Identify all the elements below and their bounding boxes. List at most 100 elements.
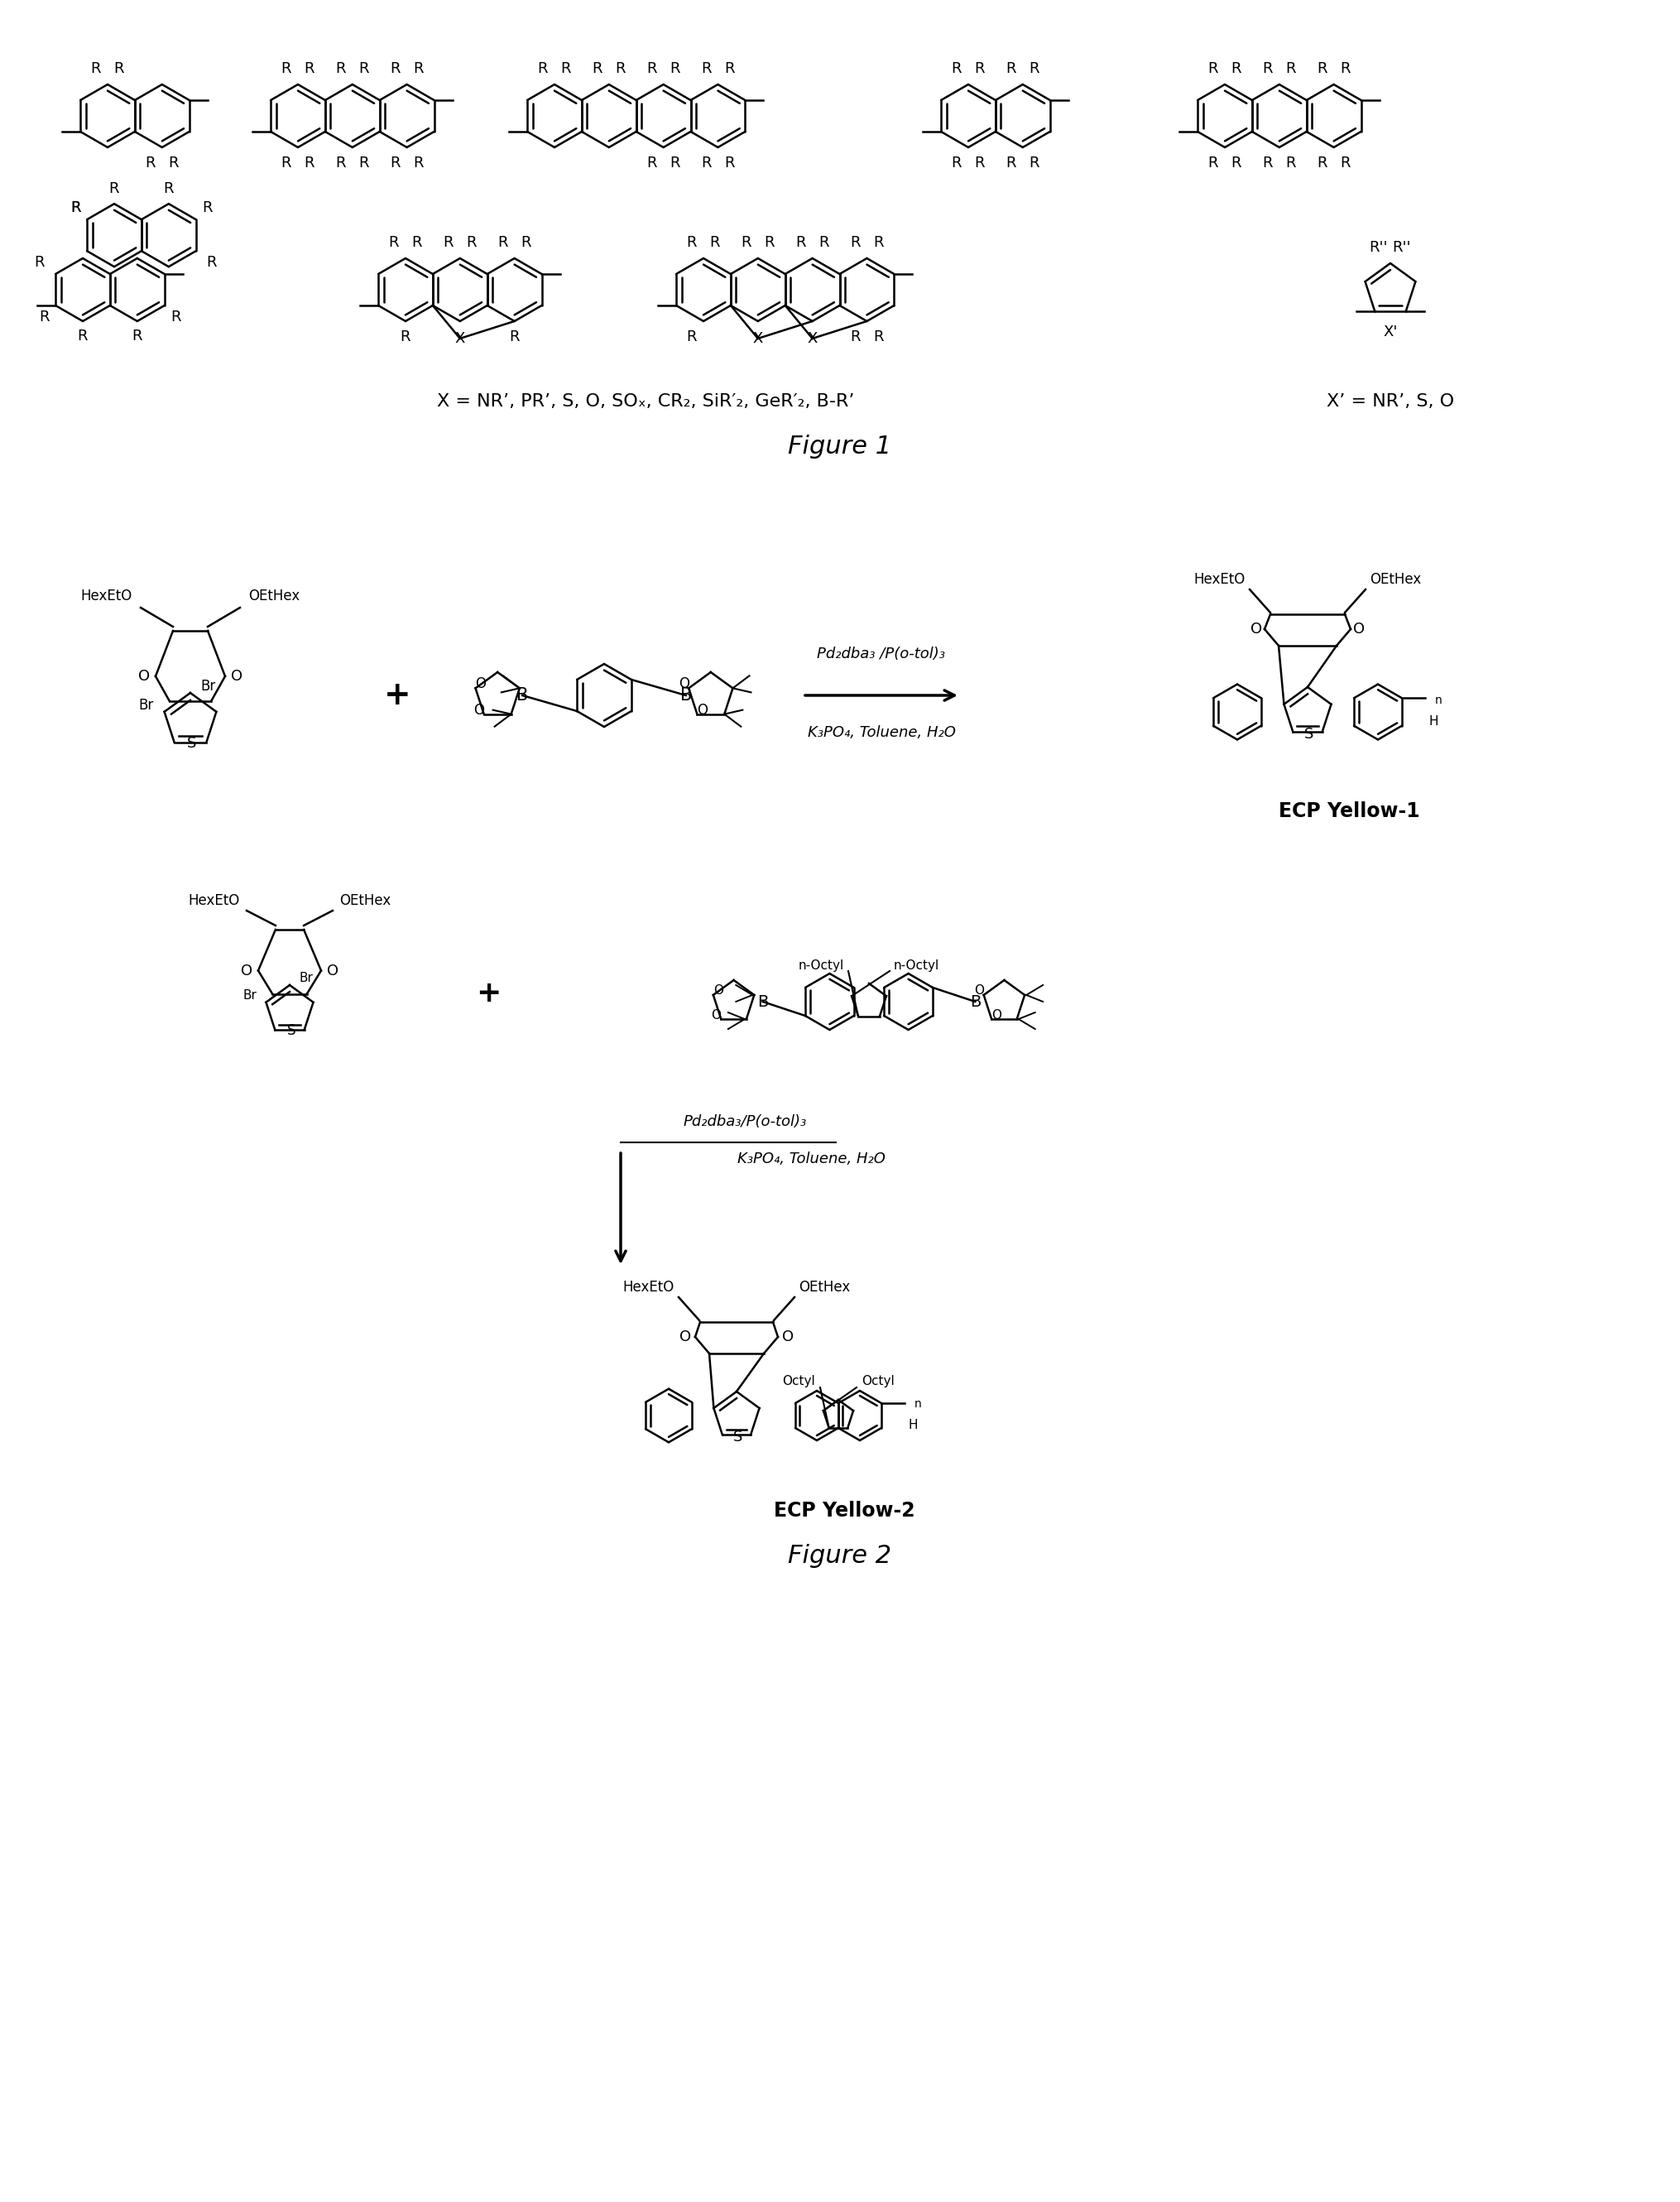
Text: OEtHex: OEtHex [249,588,299,603]
Text: S: S [287,1024,296,1039]
Text: X: X [455,330,465,346]
Text: ECP Yellow-2: ECP Yellow-2 [773,1502,914,1522]
Text: R: R [1030,156,1040,170]
Text: OEtHex: OEtHex [339,894,391,907]
Text: Br: Br [242,989,257,1002]
Text: R: R [951,62,963,77]
Text: R: R [687,236,697,251]
Text: R: R [591,62,603,77]
Text: R: R [144,156,156,170]
Text: R: R [413,156,423,170]
Text: R: R [444,236,454,251]
Text: R: R [281,62,292,77]
Text: O: O [1352,621,1364,636]
Text: R: R [1285,156,1295,170]
Text: R: R [1341,62,1351,77]
Text: R: R [538,62,548,77]
Text: R: R [304,156,314,170]
Text: R: R [390,156,400,170]
Text: Pd₂dba₃ /P(o-tol)₃: Pd₂dba₃ /P(o-tol)₃ [816,647,946,661]
Text: R: R [1006,156,1016,170]
Text: R: R [1006,62,1016,77]
Text: n-Octyl: n-Octyl [894,960,939,971]
Text: R: R [281,156,292,170]
Text: O: O [714,984,722,998]
Text: R: R [1208,62,1218,77]
Text: K₃PO₄, Toluene, H₂O: K₃PO₄, Toluene, H₂O [738,1152,885,1167]
Text: R: R [1341,156,1351,170]
Text: O: O [328,962,339,978]
Text: R: R [850,236,860,251]
Text: Figure 2: Figure 2 [788,1544,892,1568]
Text: R: R [412,236,422,251]
Text: O: O [711,1009,721,1022]
Text: HexEtO: HexEtO [188,894,240,907]
Text: K₃PO₄, Toluene, H₂O: K₃PO₄, Toluene, H₂O [808,724,956,740]
Text: R: R [741,236,751,251]
Text: O: O [1250,621,1262,636]
Text: OEtHex: OEtHex [1369,573,1421,588]
Text: ECP Yellow-1: ECP Yellow-1 [1278,802,1420,821]
Text: R: R [724,62,734,77]
Text: O: O [138,669,150,683]
Text: O: O [475,676,486,691]
Text: R: R [670,156,680,170]
Text: R: R [874,236,884,251]
Text: B: B [758,993,768,1009]
Text: R: R [467,236,477,251]
Text: O: O [991,1009,1001,1022]
Text: S: S [1305,727,1314,742]
Text: R: R [202,200,213,216]
Text: R: R [77,328,87,344]
Text: O: O [679,1330,690,1345]
Text: Br: Br [202,678,217,694]
Text: R: R [509,330,519,344]
Text: R: R [818,236,830,251]
Text: R: R [1030,62,1040,77]
Text: B: B [680,687,692,705]
Text: O: O [679,676,689,691]
Text: R'': R'' [1369,240,1388,255]
Text: +: + [383,680,410,711]
Text: H: H [907,1420,917,1431]
Text: R: R [35,255,45,271]
Text: R: R [1208,156,1218,170]
Text: R: R [207,255,217,271]
Text: n: n [914,1398,921,1409]
Text: Br: Br [299,973,312,984]
Text: R: R [670,62,680,77]
Text: R: R [615,62,625,77]
Text: R: R [687,330,697,344]
Text: R: R [974,62,984,77]
Text: R: R [114,62,124,77]
Text: B: B [969,993,981,1009]
Text: R: R [1317,156,1327,170]
Text: Figure 1: Figure 1 [788,436,892,458]
Text: R: R [91,62,101,77]
Text: R: R [336,62,346,77]
Text: R: R [400,330,410,344]
Text: O: O [781,1330,793,1345]
Text: X’ = NR’, S, O: X’ = NR’, S, O [1327,394,1455,410]
Text: R: R [109,181,119,196]
Text: R: R [39,310,49,324]
Text: n: n [1435,694,1441,707]
Text: R: R [850,330,860,344]
Text: S: S [186,735,197,751]
Text: R: R [796,236,806,251]
Text: R: R [171,310,181,324]
Text: R: R [360,156,370,170]
Text: R: R [974,156,984,170]
Text: O: O [240,962,252,978]
Text: R: R [388,236,400,251]
Text: H: H [1428,716,1438,729]
Text: X': X' [1383,324,1398,339]
Text: R: R [647,62,657,77]
Text: X = NR’, PR’, S, O, SOₓ, CR₂, SiR′₂, GeR′₂, B-R’: X = NR’, PR’, S, O, SOₓ, CR₂, SiR′₂, GeR… [437,394,853,410]
Text: O: O [230,669,242,683]
Text: R: R [1263,156,1273,170]
Text: Octyl: Octyl [783,1376,815,1387]
Text: X: X [808,330,818,346]
Text: HexEtO: HexEtO [81,588,133,603]
Text: R: R [1317,62,1327,77]
